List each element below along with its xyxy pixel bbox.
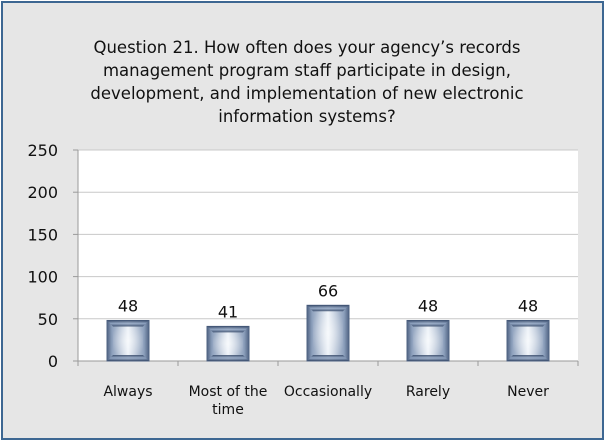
chart-title: Question 21. How often does your agency’… [90,38,524,126]
x-tick-label: Occasionally [284,384,372,400]
data-label: 66 [318,281,338,300]
x-tick-label: Most of the time [189,384,268,418]
bar-bevel-bottom [107,355,149,361]
x-tick-label: Rarely [406,384,450,400]
bar-bevel-bottom [507,355,549,361]
y-tick-label: 0 [48,352,58,371]
bar-highlight [413,326,443,355]
data-label: 48 [118,296,138,315]
bar-highlight [513,326,543,355]
bar-bevel-bottom [407,355,449,361]
bar-bevel-top [307,305,349,312]
data-label: 41 [218,302,238,321]
bar-bevel-top [507,320,549,327]
bar-highlight [113,326,143,355]
y-tick-label: 250 [27,141,58,160]
x-tick-label: Always [103,384,152,400]
bar-bevel-bottom [207,355,249,361]
data-label: 48 [518,296,538,315]
y-tick-label: 50 [38,310,58,329]
bar-highlight [213,332,243,355]
y-tick-label: 150 [27,225,58,244]
bar-bevel-top [407,320,449,327]
y-tick-label: 100 [27,268,58,287]
bar-bevel-bottom [307,355,349,361]
bar-bevel-top [207,326,249,333]
x-tick-label: Never [507,384,549,400]
y-tick-label: 200 [27,183,58,202]
data-label: 48 [418,296,438,315]
bar-highlight [313,311,343,355]
bar-bevel-top [107,320,149,327]
